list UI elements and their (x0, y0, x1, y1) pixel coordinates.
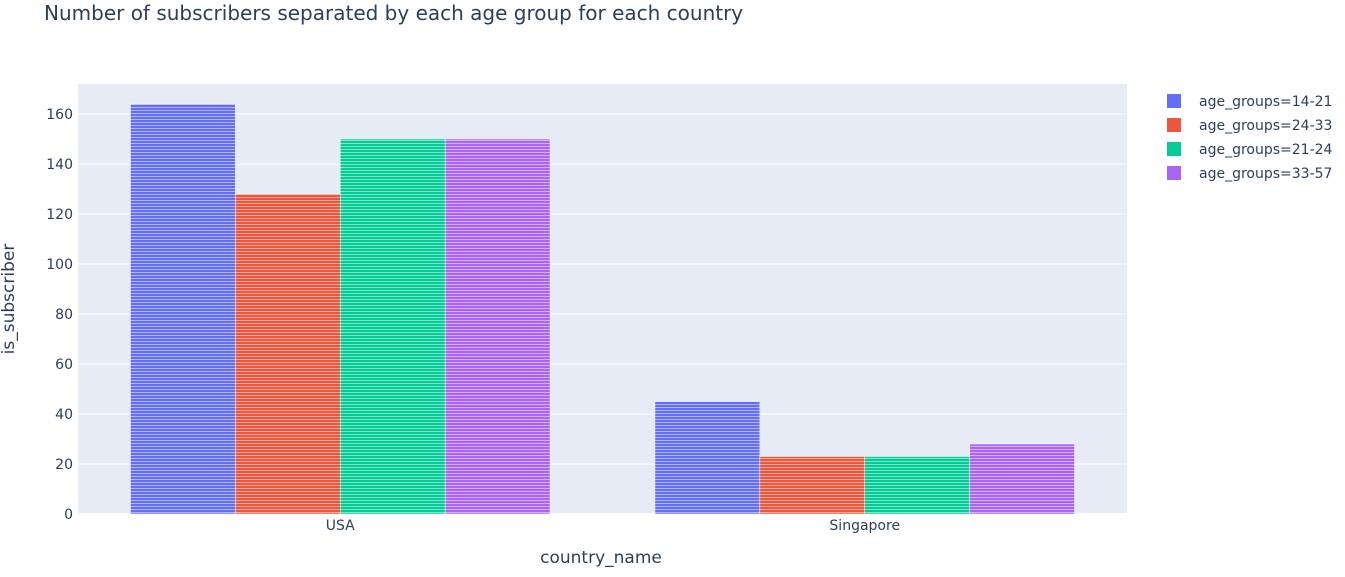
bar (340, 138, 446, 515)
bar (444, 138, 551, 515)
bar-pattern (654, 401, 760, 514)
legend-swatch (1167, 142, 1181, 156)
y-tick-label: 80 (55, 307, 73, 323)
legend: age_groups=14-21 age_groups=24-33 age_grou… (1167, 94, 1333, 182)
bar (130, 103, 236, 515)
legend-item[interactable]: age_groups=33-57 (1167, 166, 1332, 182)
legend-label: age_groups=14-21 (1199, 94, 1332, 110)
bar (654, 401, 761, 515)
y-axis-ticks: 0 20 40 60 80 100 120 140 160 (46, 107, 73, 523)
bar-pattern (969, 444, 1075, 514)
bar (235, 193, 341, 515)
bar (759, 456, 865, 515)
y-axis-title: is_subscriber (0, 244, 19, 355)
y-tick-label: 0 (64, 507, 73, 523)
y-tick-label: 140 (46, 157, 73, 173)
bar-pattern (340, 139, 446, 514)
bar-pattern (235, 194, 341, 514)
legend-swatch (1167, 118, 1181, 132)
y-tick-label: 160 (46, 107, 73, 123)
legend-swatch (1167, 94, 1181, 108)
x-tick-label: USA (326, 518, 355, 534)
legend-label: age_groups=33-57 (1199, 166, 1332, 182)
legend-swatch (1167, 166, 1181, 180)
legend-label: age_groups=24-33 (1199, 118, 1332, 134)
y-tick-label: 20 (55, 457, 73, 473)
y-tick-label: 100 (46, 257, 73, 273)
x-tick-label: Singapore (829, 518, 900, 534)
x-axis-title: country_name (540, 548, 662, 568)
legend-item[interactable]: age_groups=24-33 (1167, 118, 1332, 134)
chart-title: Number of subscribers separated by each … (44, 1, 743, 25)
legend-item[interactable]: age_groups=14-21 (1167, 94, 1332, 110)
bars (130, 103, 1075, 515)
y-tick-label: 40 (55, 407, 73, 423)
x-axis-ticks: USA Singapore (326, 518, 900, 534)
bar-pattern (130, 104, 236, 514)
y-tick-label: 60 (55, 357, 73, 373)
legend-item[interactable]: age_groups=21-24 (1167, 142, 1333, 158)
y-tick-label: 120 (46, 207, 73, 223)
bar-pattern (445, 139, 551, 514)
legend-label: age_groups=21-24 (1199, 142, 1333, 158)
bar-pattern (864, 456, 970, 514)
bar (864, 456, 970, 515)
bar (969, 443, 1075, 515)
bar-pattern (759, 456, 865, 514)
